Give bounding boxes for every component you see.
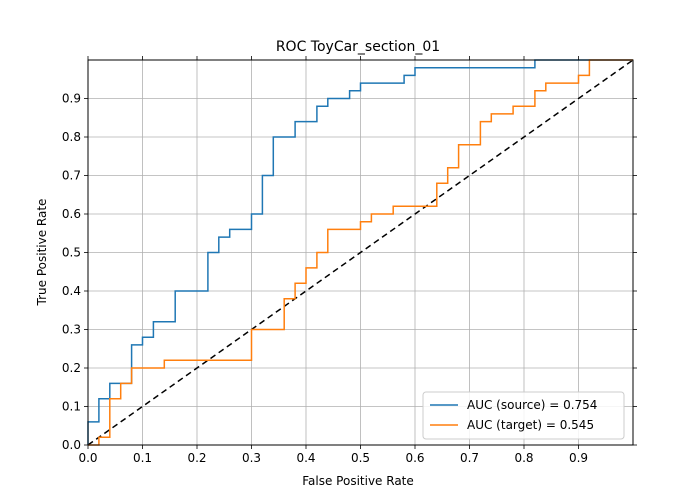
x-tick-label: 0.8 (514, 451, 533, 465)
y-tick-label: 0.5 (62, 246, 81, 260)
y-tick-label: 0.2 (62, 361, 81, 375)
ticks: 0.0 0.1 0.2 0.3 0.4 0.5 0.6 0.7 0.8 0.9 0.0 0.1 0.2 0… (62, 56, 637, 465)
chance-diagonal-line (87, 59, 634, 446)
y-tick-label: 0.1 (62, 400, 81, 414)
x-tick-label: 0.2 (187, 451, 206, 465)
x-tick-label: 0.9 (569, 451, 588, 465)
legend-label-source: AUC (source) = 0.754 (467, 398, 597, 412)
x-tick-label: 0.4 (296, 451, 315, 465)
y-tick-label: 0.6 (62, 207, 81, 221)
x-tick-label: 0.1 (133, 451, 152, 465)
x-tick-label: 0.3 (242, 451, 261, 465)
y-tick-label: 0.3 (62, 323, 81, 337)
series-layer (87, 59, 633, 446)
x-tick-label: 0.6 (405, 451, 424, 465)
y-tick-label: 0.8 (62, 130, 81, 144)
diagonal-layer (87, 59, 634, 446)
x-tick-label: 0.5 (351, 451, 370, 465)
legend: AUC (source) = 0.754 AUC (target) = 0.54… (422, 391, 625, 440)
y-axis-label: True Positive Rate (35, 199, 49, 307)
x-tick-label: 0.0 (78, 451, 97, 465)
y-tick-label: 0.4 (62, 284, 81, 298)
chart-title: ROC ToyCar_section_01 (276, 39, 440, 55)
legend-box (422, 391, 625, 440)
x-axis-label: False Positive Rate (302, 474, 414, 488)
y-tick-label: 0.9 (62, 92, 81, 106)
y-tick-label: 0.0 (62, 438, 81, 452)
y-tick-label: 0.7 (62, 169, 81, 183)
roc-series-line-target (88, 59, 633, 446)
x-tick-label: 0.7 (460, 451, 479, 465)
legend-label-target: AUC (target) = 0.545 (467, 418, 594, 432)
